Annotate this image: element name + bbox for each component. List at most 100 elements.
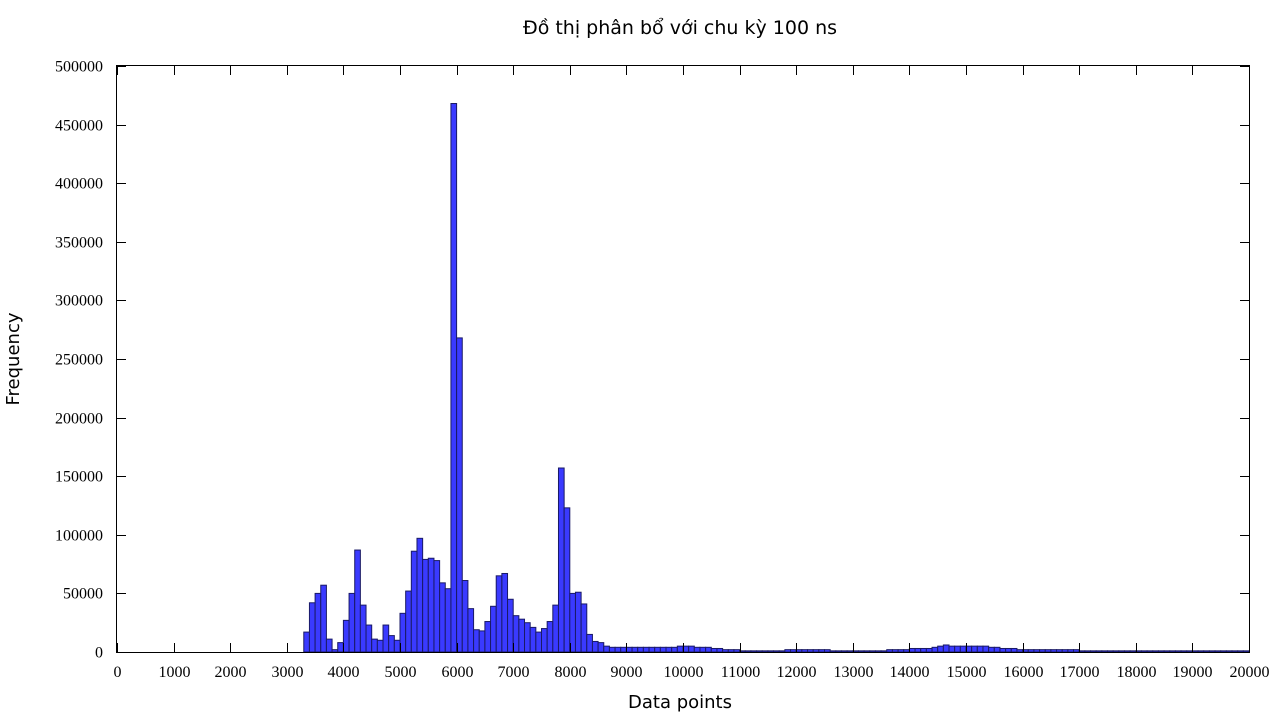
y-tick-label: 500000: [55, 59, 103, 76]
histogram-bar: [467, 608, 475, 653]
histogram-bar: [1123, 650, 1131, 653]
histogram-bar: [1191, 650, 1199, 653]
histogram-bar: [908, 647, 916, 653]
histogram-bar: [1056, 649, 1063, 653]
histogram-bar: [801, 649, 809, 653]
x-tick-label: 4000: [328, 664, 360, 681]
histogram-bar: [1174, 650, 1182, 653]
y-tick-label: 350000: [55, 235, 103, 252]
histogram-bar: [705, 646, 712, 653]
histogram-bar: [1073, 649, 1080, 653]
histogram-bar: [1118, 650, 1125, 653]
histogram-bar: [948, 645, 956, 653]
histogram-bar: [886, 649, 893, 653]
histogram-bar: [1220, 650, 1227, 653]
histogram-bar: [1225, 650, 1233, 653]
histogram-bar: [580, 603, 588, 653]
histogram-bar: [1129, 650, 1137, 653]
histogram-bar: [1203, 650, 1210, 653]
histogram-bar: [529, 626, 537, 653]
x-tick-label: 2000: [215, 664, 247, 681]
bars-group: [303, 103, 1250, 653]
histogram-bar: [897, 649, 905, 653]
histogram-bar: [756, 650, 763, 653]
histogram-bar: [863, 650, 871, 653]
histogram-bar: [1067, 649, 1075, 653]
histogram-bar: [1005, 647, 1012, 653]
histogram-bar: [473, 629, 480, 653]
histogram-bar: [427, 557, 435, 653]
histogram-bar: [314, 592, 322, 653]
histogram-bar: [1078, 650, 1086, 653]
chart-title: Đồ thị phân bổ với chu kỳ 100 ns: [523, 17, 837, 39]
histogram-bar: [744, 650, 752, 653]
histogram-bar: [750, 650, 758, 653]
y-tick-label: 200000: [55, 411, 103, 428]
histogram-bar: [371, 638, 378, 653]
histogram-bar: [710, 647, 718, 653]
histogram-bar: [608, 646, 616, 653]
x-tick-label: 0: [114, 664, 122, 681]
histogram-bar: [484, 621, 492, 653]
histogram-bar: [563, 507, 571, 653]
x-tick-label: 19000: [1173, 664, 1213, 681]
histogram-bar: [874, 650, 882, 653]
histogram-bar: [546, 621, 554, 653]
histogram-bar: [840, 650, 848, 653]
x-axis: 0 1000 2000 3000 4000 5000 6000 7000 8000 9000 100…: [114, 66, 1270, 681]
x-tick-label: 5000: [385, 664, 417, 681]
y-tick-label: 400000: [55, 176, 103, 193]
histogram-bar: [1050, 649, 1058, 653]
histogram-bar: [388, 635, 395, 653]
histogram-bar: [795, 649, 803, 653]
histogram-bar: [456, 337, 463, 653]
y-tick-label: 50000: [63, 586, 103, 603]
histogram-bar: [1090, 650, 1097, 653]
histogram-bar: [331, 649, 339, 653]
histogram-bar: [835, 650, 842, 653]
histogram-bar: [976, 645, 984, 653]
histogram-bar: [914, 647, 922, 653]
x-tick-label: 11000: [721, 664, 760, 681]
y-tick-label: 450000: [55, 118, 103, 135]
histogram-bar: [925, 647, 933, 653]
histogram-bar: [999, 647, 1007, 653]
histogram-bar: [716, 647, 724, 653]
histogram-bar: [993, 646, 1001, 653]
histogram-bar: [648, 646, 656, 653]
histogram-bar: [410, 550, 418, 653]
histogram-bar: [676, 645, 684, 653]
histogram-bar: [359, 604, 367, 653]
histogram-bar: [557, 467, 565, 653]
histogram-bar: [642, 646, 650, 653]
histogram-bar: [982, 645, 990, 653]
histogram-bar: [1084, 650, 1092, 653]
histogram-bar: [1016, 649, 1024, 653]
histogram-bar: [988, 646, 995, 653]
histogram-bar: [903, 649, 910, 653]
y-axis: 0 50000 100000 150000 200000 250000 300000 3500…: [55, 59, 1249, 662]
histogram-bar: [959, 645, 967, 653]
histogram-bar: [354, 549, 361, 653]
histogram-bar: [1169, 650, 1176, 653]
histogram-bar: [733, 649, 741, 653]
histogram-bar: [422, 558, 429, 653]
histogram-bar: [937, 645, 944, 653]
histogram-bar: [1186, 650, 1193, 653]
histogram-bar: [722, 649, 729, 653]
histogram-bar: [807, 649, 814, 653]
x-tick-label: 14000: [890, 664, 930, 681]
histogram-bar: [631, 646, 639, 653]
histogram-bar: [891, 649, 899, 653]
histogram-bar: [942, 644, 950, 653]
histogram-bar: [829, 650, 837, 653]
histogram-bar: [1027, 649, 1035, 653]
histogram-bar: [376, 639, 384, 653]
histogram-bar: [342, 619, 350, 653]
histogram-bar: [439, 582, 446, 653]
histogram-bar: [1242, 650, 1250, 653]
x-tick-label: 16000: [1004, 664, 1044, 681]
y-tick-label: 250000: [55, 352, 103, 369]
y-tick-label: 100000: [55, 528, 103, 545]
